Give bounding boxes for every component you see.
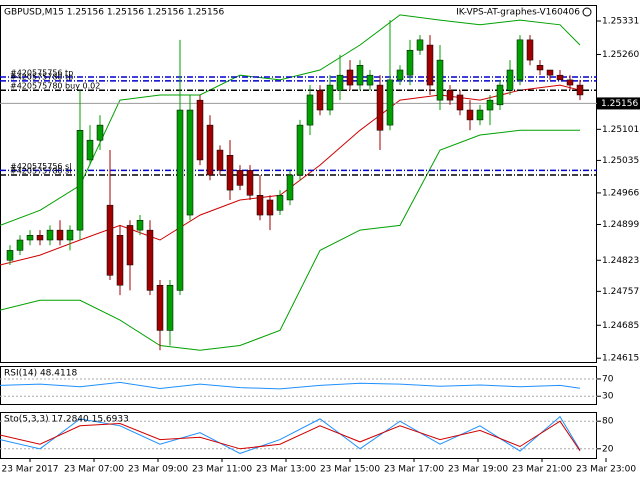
- candle-body: [496, 84, 504, 106]
- candle-body: [446, 89, 454, 101]
- y-tick-label: 1.24966: [602, 188, 639, 198]
- y-tick-label: 1.25331: [602, 17, 639, 27]
- candle-body: [26, 235, 34, 241]
- candle-body: [426, 44, 434, 86]
- y-tick-label: 20: [602, 444, 614, 454]
- candle-body: [156, 284, 164, 331]
- chart-title: GBPUSD,M15 1.25156 1.25156 1.25156 1.251…: [4, 8, 224, 18]
- panel-title: Sto(5,3,3) 17.2840 15.6933: [4, 415, 129, 425]
- y-tick-label: 1.24685: [602, 321, 639, 331]
- candle-body: [346, 69, 354, 86]
- price-box-label: 1.25156: [601, 99, 638, 109]
- candle-body: [166, 284, 174, 331]
- candle-body: [486, 99, 494, 111]
- x-tick-label: 23 Mar 21:00: [512, 465, 572, 475]
- candle-body: [516, 39, 524, 81]
- order-label: #420575780 sl: [10, 167, 71, 176]
- candle-body: [396, 69, 404, 81]
- y-tick-label: 1.24899: [602, 220, 639, 230]
- y-tick-label: 1.25260: [602, 50, 639, 60]
- price-box: [597, 97, 640, 110]
- candle-body: [106, 204, 114, 276]
- candle-body: [386, 79, 394, 126]
- candle-body: [56, 229, 64, 241]
- order-label: #420575756 tp: [10, 69, 73, 78]
- x-tick-label: 23 Mar 23:00: [576, 465, 636, 475]
- candle-body: [76, 130, 84, 231]
- indicator-line: [0, 129, 580, 351]
- y-tick-label: 70: [602, 374, 614, 384]
- x-tick-label: 23 Mar 13:00: [256, 465, 316, 475]
- candle-body: [466, 109, 474, 121]
- y-tick-label: 80: [602, 417, 614, 427]
- watermark: IK-VPS-AT-graphes-V160406: [456, 8, 580, 18]
- watermark-icon: [582, 7, 592, 17]
- candle-body: [576, 84, 584, 96]
- candle-body: [476, 109, 484, 121]
- candle-body: [216, 149, 224, 171]
- candle-body: [96, 124, 104, 141]
- y-tick-label: 1.25035: [602, 156, 639, 166]
- y-tick-label: 1.24615: [602, 354, 639, 364]
- candle-body: [526, 39, 534, 61]
- candle-body: [536, 65, 544, 71]
- candle-body: [16, 239, 24, 251]
- candle-body: [46, 229, 54, 241]
- y-tick-label: 30: [602, 392, 614, 402]
- candle-body: [506, 69, 514, 91]
- order-label: #420575780 buy 0.02: [10, 82, 100, 91]
- candle-body: [276, 195, 284, 211]
- candle-body: [306, 94, 314, 126]
- candle-body: [126, 225, 134, 266]
- candle-body: [246, 170, 254, 196]
- candle-body: [226, 154, 234, 191]
- candle-body: [206, 124, 214, 176]
- indicator-line: [0, 420, 581, 452]
- candle-body: [266, 199, 274, 216]
- candle-body: [336, 74, 344, 91]
- x-tick-label: 23 Mar 07:00: [64, 465, 124, 475]
- candle-body: [406, 49, 414, 76]
- candle-body: [316, 89, 324, 111]
- candle-body: [296, 124, 304, 176]
- y-tick-label: 1.25101: [602, 125, 639, 135]
- x-tick-label: 23 Mar 2017: [1, 465, 58, 475]
- candle-body: [456, 94, 464, 111]
- panel-title: RSI(14) 48.4118: [4, 369, 77, 379]
- y-tick-label: 1.24757: [602, 287, 639, 297]
- x-tick-label: 23 Mar 09:00: [128, 465, 188, 475]
- candle-body: [66, 229, 74, 241]
- candle-body: [186, 109, 194, 216]
- candle-body: [356, 65, 364, 86]
- candle-body: [566, 79, 574, 86]
- x-tick-label: 23 Mar 15:00: [320, 465, 380, 475]
- order-label: #420575780 tp: [10, 72, 73, 81]
- candle-body: [286, 174, 294, 201]
- candle-body: [36, 235, 44, 241]
- candle-body: [366, 74, 374, 86]
- candle-body: [376, 84, 384, 131]
- x-tick-label: 23 Mar 17:00: [384, 465, 444, 475]
- candle-body: [326, 84, 334, 111]
- candle-body: [256, 195, 264, 216]
- candle-body: [546, 69, 554, 76]
- indicator-line: [0, 381, 581, 390]
- candle-body: [416, 39, 424, 51]
- order-label: #420575756 sl: [10, 162, 71, 171]
- candle-body: [6, 250, 14, 261]
- candle-body: [236, 170, 244, 186]
- x-tick-label: 23 Mar 11:00: [192, 465, 252, 475]
- candle-body: [86, 139, 94, 161]
- candle-body: [116, 235, 124, 286]
- panel-frame: [0, 5, 597, 363]
- y-tick-label: 1.24823: [602, 256, 639, 266]
- candle-body: [176, 109, 184, 291]
- candle-body: [556, 74, 564, 81]
- candle-body: [146, 229, 154, 291]
- candle-body: [196, 99, 204, 161]
- x-tick-label: 23 Mar 19:00: [448, 465, 508, 475]
- candle-body: [136, 219, 144, 231]
- candle-body: [436, 59, 444, 101]
